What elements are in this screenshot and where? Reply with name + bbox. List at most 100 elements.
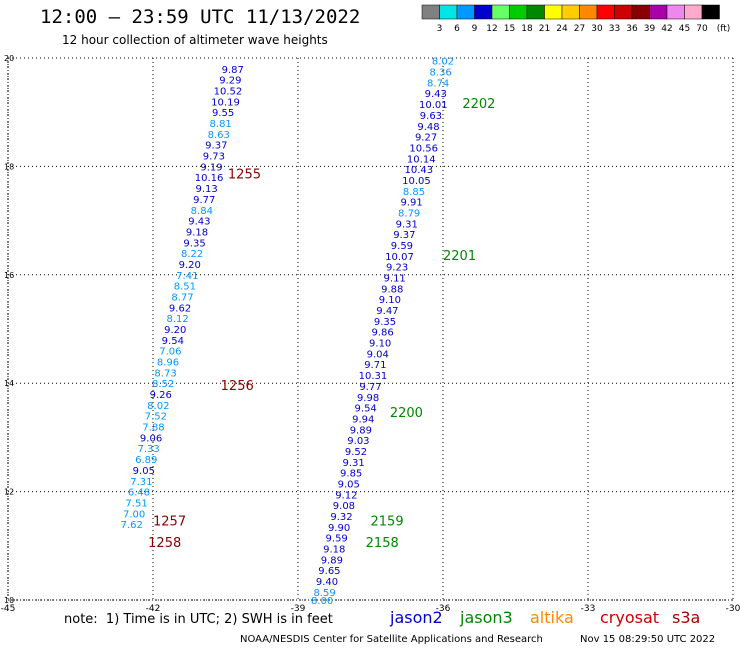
wave-height-label: 9.52 [345,447,367,458]
time-label: 2158 [366,536,399,551]
wave-height-label: 9.31 [342,458,364,469]
x-tick-label: -45 [1,604,16,612]
sat-s3a-label: s3a [672,608,701,627]
wave-height-label: 9.55 [212,108,234,119]
wave-height-label: 9.23 [386,263,408,274]
x-tick-label: -39 [291,604,306,612]
wave-height-label: 9.32 [330,512,352,523]
y-tick-label: 14 [4,379,14,388]
colorbar-swatch [684,4,703,20]
wave-height-label: 9.43 [188,217,210,228]
time-label: 2200 [390,406,423,421]
wave-height-label: 8.59 [313,588,335,599]
colorbar-label: 12 [486,24,497,34]
wave-height-label: 9.43 [425,89,447,100]
colorbar-swatch [474,4,493,20]
wave-height-label: 10.31 [359,371,388,382]
colorbar-label: 6 [454,24,460,34]
colorbar-swatch [456,4,475,20]
wave-height-label: 9.35 [374,317,396,328]
wave-height-label: 10.16 [195,173,224,184]
chart-subtitle: 12 hour collection of altimeter wave hei… [62,33,328,47]
chart-title: 12:00 – 23:59 UTC 11/13/2022 [40,6,361,28]
wave-height-label: 8.02 [147,401,169,412]
time-labels: 1255 1256 1257 1258 2202 2201 2200 2159 2158 [148,97,495,551]
footer-note: note: 1) Time is in UTC; 2) SWH is in fe… [64,612,333,627]
colorbar-swatch [544,4,563,20]
wave-height-label: 8.96 [157,358,179,369]
wave-height-label: 9.85 [340,469,362,480]
wave-height-label: 9.05 [338,479,360,490]
wave-height-label: 9.18 [323,545,345,556]
wave-height-label: 10.01 [419,100,448,111]
colorbar-swatch [509,4,528,20]
wave-height-label: 10.14 [407,154,436,165]
wave-height-label: 7.31 [130,477,152,488]
wave-height-label: 9.48 [417,122,439,133]
colorbar-label: 27 [574,24,585,34]
wave-height-label: 8.73 [154,368,176,379]
wave-height-label: 7.06 [159,347,181,358]
colorbar-swatch [649,4,668,20]
wave-height-label: 7.33 [138,444,160,455]
colorbar-label: 24 [556,24,568,34]
colorbar-swatch [596,4,615,20]
sat-jason2-label: jason2 [390,608,443,627]
x-tick-label: -36 [436,604,451,612]
wave-height-label: 9.10 [379,295,401,306]
wave-height-label: 9.88 [381,284,403,295]
colorbar-swatch [561,4,580,20]
wave-height-label: 9.62 [169,303,191,314]
colorbar-legend: 3 6 9 12 15 18 21 24 27 30 33 36 39 42 45 70 (ft) [421,4,731,34]
wave-height-label: 9.13 [196,184,218,195]
y-tick-label: 10 [4,596,14,605]
y-tick-label: 20 [4,54,14,63]
colorbar-swatch [666,4,685,20]
wave-height-label: 9.20 [164,325,186,336]
sat-cryosat-label: cryosat [600,608,660,627]
colorbar-label: 21 [539,24,550,34]
wave-height-label: 10.05 [402,176,431,187]
wave-height-label: 10.56 [409,143,438,154]
wave-height-label: 9.06 [140,433,162,444]
chart-grid [7,57,734,601]
wave-height-label: 7.52 [145,412,167,423]
colorbar-swatch [614,4,633,20]
wave-height-label: 9.86 [371,328,393,339]
time-label: 1257 [153,514,186,529]
colorbar-label: 45 [679,24,690,34]
wave-height-label: 8.22 [181,249,203,260]
wave-height-label: 9.59 [326,534,348,545]
wave-height-label: 9.29 [219,76,241,87]
wave-height-label: 9.47 [376,306,398,317]
sat-altika-label: altika [530,608,574,627]
wave-height-label: 9.18 [186,227,208,238]
wave-height-label: 6.48 [128,488,150,499]
wave-height-label: 9.03 [347,436,369,447]
wave-height-label: 7.00 [123,509,145,520]
wave-height-label: 9.89 [350,425,372,436]
x-tick-label: -42 [146,604,161,612]
time-label: 2201 [443,249,476,264]
wave-height-label: 8.77 [171,292,193,303]
wave-height-label: 9.04 [367,349,389,360]
wave-height-label: 6.89 [135,455,157,466]
time-label: 2159 [371,514,404,529]
wave-height-label: 10.43 [405,165,434,176]
axis-ticks: -45 -42 -39 -36 -33 -30 10 12 14 16 18 20 [1,54,740,612]
colorbar-swatch [631,4,650,20]
wave-height-label: 7.62 [121,520,143,531]
wave-height-label: 9.26 [150,390,172,401]
credit-text: NOAA/NESDIS Center for Satellite Applica… [240,634,543,645]
wave-height-label: 9.10 [369,339,391,350]
wave-height-label: 9.98 [357,393,379,404]
time-label: 1256 [221,379,254,394]
colorbar-unit: (ft) [717,24,731,34]
wave-height-label: 9.91 [400,198,422,209]
wave-height-label: 8.74 [427,78,449,89]
y-tick-label: 18 [4,162,14,171]
colorbar-swatch [491,4,510,20]
time-label: 1258 [148,536,181,551]
wave-height-label: 9.40 [316,577,338,588]
colorbar-label: 3 [437,24,443,34]
